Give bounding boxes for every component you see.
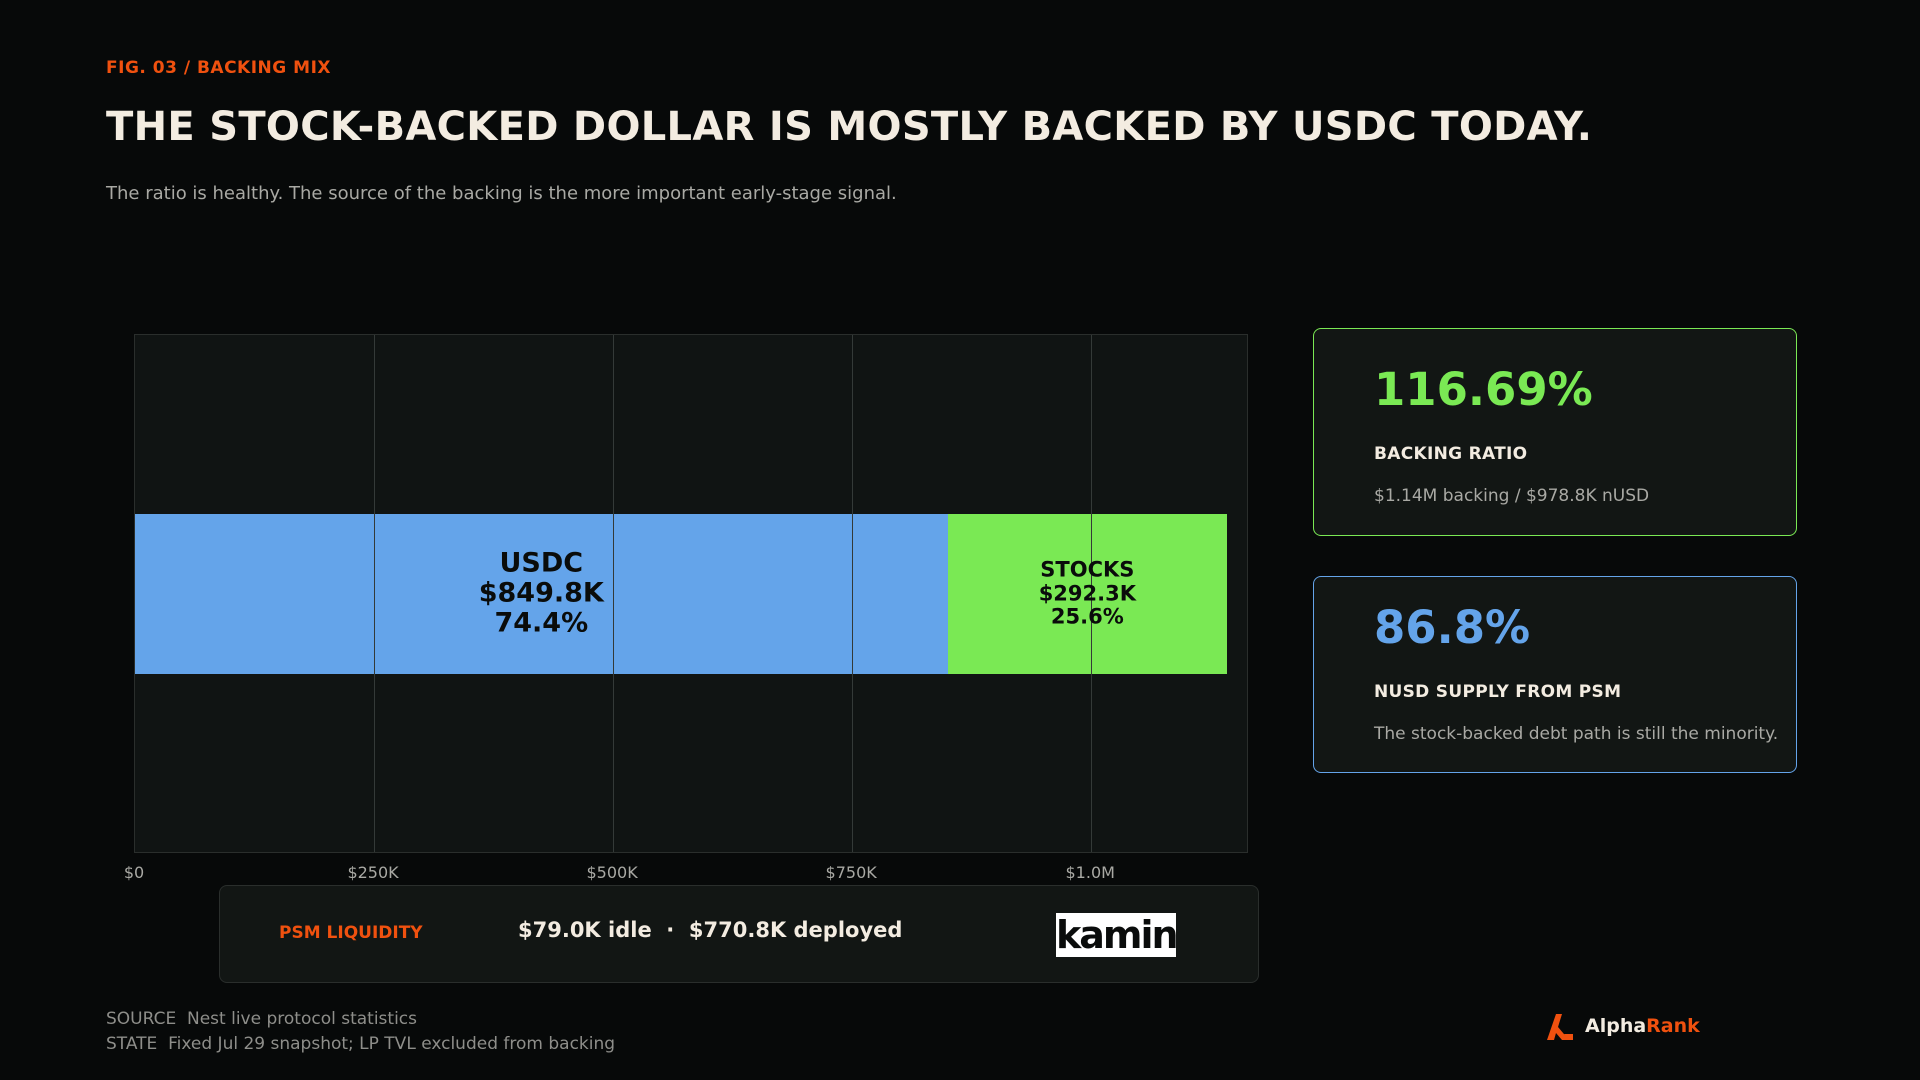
x-tick-label: $500K [586, 863, 638, 882]
chart-plot-area: USDC $849.8K 74.4% STOCKS $292.3K 25.6% [134, 334, 1248, 853]
alpharank-wordmark: AlphaRank [1585, 1015, 1700, 1037]
bar-label-usdc: USDC $849.8K 74.4% [478, 547, 604, 640]
gridline [613, 335, 615, 852]
bar-segment-stocks [947, 514, 1228, 674]
backing-ratio-card: 116.69% BACKING RATIO $1.14M backing / $… [1313, 328, 1797, 536]
x-tick-label: $0 [123, 863, 145, 882]
backing-ratio-title: BACKING RATIO [1374, 444, 1528, 464]
x-tick-label: $750K [825, 863, 877, 882]
kamino-logo: kamino [1056, 913, 1176, 957]
series-value: $849.8K [478, 577, 604, 609]
psm-supply-note: The stock-backed debt path is still the … [1374, 724, 1779, 744]
gridline [1091, 335, 1093, 852]
bar-segment-usdc [135, 514, 948, 674]
x-tick-label: $1.0M [1065, 863, 1115, 882]
state-note: STATE Fixed Jul 29 snapshot; LP TVL excl… [106, 1034, 616, 1054]
source-note: SOURCE Nest live protocol statistics [106, 1009, 417, 1029]
brand-name-part1: Alpha [1585, 1015, 1647, 1037]
backing-ratio-value: 116.69% [1374, 363, 1593, 416]
bar-label-stocks: STOCKS $292.3K 25.6% [1038, 557, 1136, 630]
psm-liquidity-panel: PSM LIQUIDITY $79.0K idle · $770.8K depl… [219, 885, 1259, 983]
alpharank-logo-icon [1547, 1014, 1573, 1040]
series-share: 74.4% [494, 608, 589, 640]
psm-liquidity-value: $79.0K idle · $770.8K deployed [518, 918, 903, 942]
psm-liquidity-label: PSM LIQUIDITY [279, 923, 423, 943]
page-subtitle: The ratio is healthy. The source of the … [106, 183, 897, 204]
series-value: $292.3K [1038, 581, 1136, 606]
series-name: STOCKS [1040, 557, 1135, 582]
gridline [374, 335, 376, 852]
series-name: USDC [499, 547, 584, 579]
psm-supply-title: NUSD SUPPLY FROM PSM [1374, 682, 1622, 702]
page-title: THE STOCK-BACKED DOLLAR IS MOSTLY BACKED… [106, 104, 1593, 150]
x-tick-label: $250K [347, 863, 399, 882]
gridline [852, 335, 854, 852]
series-share: 25.6% [1050, 604, 1124, 629]
figure-tag: FIG. 03 / BACKING MIX [106, 58, 332, 78]
brand-name-part2: Rank [1646, 1015, 1700, 1037]
psm-supply-value: 86.8% [1374, 601, 1531, 654]
psm-supply-card: 86.8% NUSD SUPPLY FROM PSM The stock-bac… [1313, 576, 1797, 773]
backing-ratio-note: $1.14M backing / $978.8K nUSD [1374, 486, 1650, 506]
